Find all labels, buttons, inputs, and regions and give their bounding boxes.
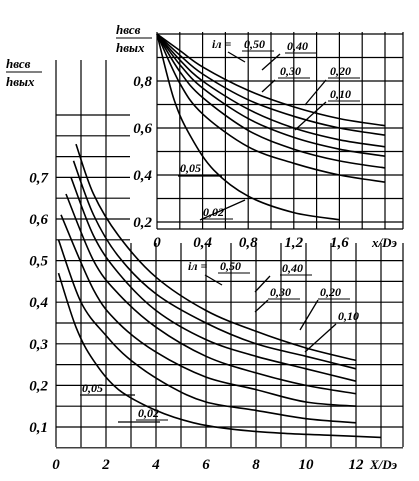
inset-x-tick-label: 0: [153, 235, 161, 251]
inset-x-axis-label: x/Dэ: [371, 235, 398, 250]
main-series-label-020: 0,20: [320, 285, 341, 299]
main-curve-0: [75, 143, 357, 362]
inset-leader-line: [199, 199, 246, 221]
inset-y-tick-label: 0,4: [133, 168, 152, 184]
main-x-tick-label: 4: [151, 457, 160, 473]
main-y-tick-label: 0,6: [29, 212, 48, 228]
inset-y-label-numerator: hвсв: [116, 22, 141, 37]
inset-leader-line: [294, 101, 327, 131]
main-curve-1: [72, 160, 357, 370]
inset-y-tick-label: 0,8: [133, 74, 152, 90]
main-series-label-prefix: iл =: [188, 259, 207, 273]
main-leader-line: [254, 299, 269, 313]
main-series-label-050: 0,50: [220, 259, 241, 273]
main-series-label-010: 0,10: [338, 309, 359, 323]
main-y-tick-label: 0,2: [29, 378, 48, 394]
main-chart: iл = 0,50 0,400,30 0,200,100,050,020 2 4 6 8 10 1…: [6, 56, 404, 473]
main-curve-5: [57, 239, 357, 424]
main-leader-line: [304, 323, 337, 353]
main-y-tick-label: 0,1: [29, 420, 48, 436]
inset-series-label-050: 0,50: [244, 37, 265, 51]
inset-x-tick-label: 1,6: [330, 235, 349, 251]
main-curve-4: [60, 214, 357, 407]
inset-series-label-040: 0,40: [287, 39, 308, 53]
main-leader-line: [299, 299, 319, 331]
inset-curve-3: [156, 33, 386, 157]
main-x-tick-label: 12: [349, 457, 365, 473]
main-series-label-005: 0,05: [82, 381, 103, 395]
main-series-label-040: 0,40: [282, 261, 303, 275]
main-leader-line: [204, 274, 223, 286]
main-x-tick-label: 0: [52, 457, 60, 473]
inset-grid: [156, 32, 404, 230]
main-grid: [55, 60, 404, 449]
inset-curve-4: [156, 33, 386, 169]
inset-series-label-prefix: iл =: [212, 37, 231, 51]
inset-y-tick-label: 0,6: [133, 121, 152, 137]
inset-series-label-010: 0,10: [330, 87, 351, 101]
main-x-tick-label: 6: [202, 457, 210, 473]
main-curve-3: [65, 193, 357, 395]
main-y-label-numerator: hвсв: [6, 56, 31, 71]
main-y-tick-label: 0,5: [29, 254, 48, 270]
inset-leader-line: [261, 79, 276, 93]
inset-curve-6: [156, 33, 340, 221]
inset-leader-line: [304, 79, 327, 106]
main-y-tick-label: 0,3: [29, 337, 48, 353]
inset-leader-line: [261, 53, 281, 71]
inset-curve-5: [156, 33, 386, 183]
main-curve-2: [70, 177, 357, 382]
inset-curve-0: [156, 33, 386, 127]
main-x-tick-label: 2: [101, 457, 110, 473]
main-x-tick-label: 10: [299, 457, 315, 473]
main-curve-6: [57, 272, 382, 439]
main-x-axis-label: X/Dэ: [369, 457, 398, 472]
main-series-label-002: 0,02: [138, 406, 159, 420]
inset-chart: iл = 0,50 0,40 0,30 0,20 0,10 0,05 0,02 0 0,4 0,8 1…: [116, 18, 410, 251]
main-y-tick-label: 0,4: [29, 295, 48, 311]
inset-series-label-030: 0,30: [280, 64, 301, 78]
main-y-tick-label: 0,7: [29, 170, 48, 186]
main-leader-line: [254, 275, 271, 293]
inset-y-tick-label: 0,2: [133, 215, 152, 231]
inset-series-label-002: 0,02: [203, 205, 224, 219]
inset-y-label-denominator: hвых: [116, 40, 145, 55]
inset-x-tick-label: 1,2: [284, 235, 303, 251]
main-x-tick-label: 8: [252, 457, 260, 473]
main-series-label-030: 0,30: [270, 285, 291, 299]
inset-curve-1: [156, 33, 386, 136]
inset-curve-2: [156, 33, 386, 148]
inset-series-label-020: 0,20: [330, 64, 351, 78]
main-y-label-denominator: hвых: [6, 74, 35, 89]
inset-x-tick-label: 0,4: [193, 235, 212, 251]
inset-leader-line: [227, 51, 246, 63]
inset-x-tick-label: 0,8: [239, 235, 258, 251]
inset-series-label-005: 0,05: [180, 161, 201, 175]
